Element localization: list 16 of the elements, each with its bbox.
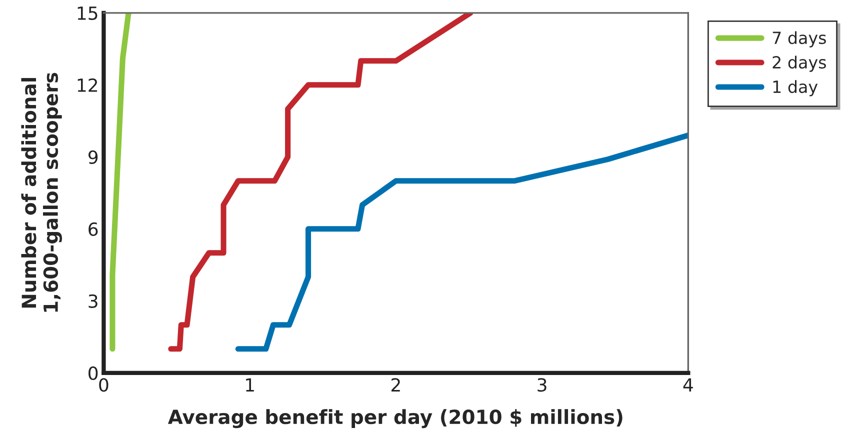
y-tick-label: 0 [88, 366, 98, 380]
legend-label: 2 days [772, 56, 826, 72]
y-tick-label: 9 [88, 150, 98, 164]
x-tick-label: 4 [683, 378, 693, 392]
x-tick-label: 0 [99, 378, 108, 392]
legend-label: 1 day [773, 80, 818, 96]
y-axis-title: Number of additional 1,600-gallon scoopers [21, 72, 62, 312]
x-tick-label: 3 [538, 378, 546, 392]
x-tick-label: 2 [392, 378, 400, 392]
y-tick-label: 12 [78, 78, 98, 92]
y-tick-label: 3 [88, 294, 98, 308]
x-axis-title: Average benefit per day (2010 $ millions) [168, 409, 622, 428]
x-tick-label: 1 [246, 378, 254, 392]
y-tick-label: 6 [88, 222, 98, 236]
y-tick-label: 15 [78, 6, 98, 20]
legend-label: 7 days [772, 31, 826, 48]
